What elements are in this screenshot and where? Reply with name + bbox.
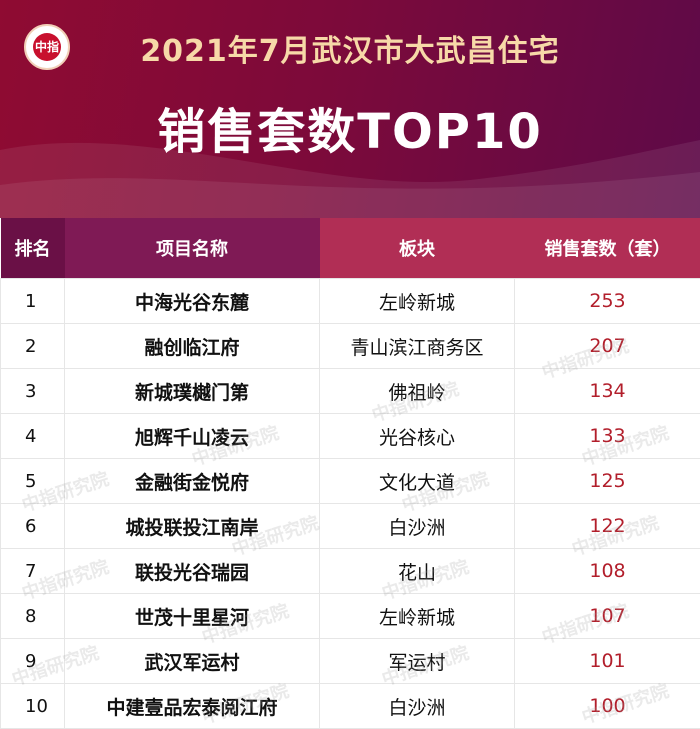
- area-cell: 青山滨江商务区: [320, 324, 515, 369]
- project-name-cell: 世茂十里星河: [65, 594, 320, 639]
- rank-cell: 9: [1, 639, 65, 684]
- rank-cell: 5: [1, 459, 65, 504]
- sales-cell: 101: [515, 639, 700, 684]
- sales-cell: 122: [515, 504, 700, 549]
- project-name-cell: 中建壹品宏泰阅江府: [65, 684, 320, 729]
- project-name-cell: 融创临江府: [65, 324, 320, 369]
- area-cell: 光谷核心: [320, 414, 515, 459]
- column-header-sales: 销售套数（套）: [515, 218, 700, 279]
- column-header-project: 项目名称: [65, 218, 320, 279]
- project-name-cell: 金融街金悦府: [65, 459, 320, 504]
- rank-cell: 8: [1, 594, 65, 639]
- area-cell: 花山: [320, 549, 515, 594]
- area-cell: 白沙洲: [320, 684, 515, 729]
- table-header-row: 排名 项目名称 板块 销售套数（套）: [1, 218, 700, 279]
- table-row: 8 世茂十里星河 左岭新城 107: [1, 594, 700, 639]
- column-header-area: 板块: [320, 218, 515, 279]
- project-name-cell: 中海光谷东麓: [65, 279, 320, 324]
- sales-cell: 100: [515, 684, 700, 729]
- project-name-cell: 武汉军运村: [65, 639, 320, 684]
- rank-cell: 4: [1, 414, 65, 459]
- table-row: 5 金融街金悦府 文化大道 125: [1, 459, 700, 504]
- table-row: 1 中海光谷东麓 左岭新城 253: [1, 279, 700, 324]
- sales-cell: 107: [515, 594, 700, 639]
- project-name-cell: 新城璞樾门第: [65, 369, 320, 414]
- project-name-cell: 联投光谷瑞园: [65, 549, 320, 594]
- sales-cell: 125: [515, 459, 700, 504]
- project-name-cell: 旭辉千山凌云: [65, 414, 320, 459]
- table-row: 10 中建壹品宏泰阅江府 白沙洲 100: [1, 684, 700, 729]
- sales-cell: 108: [515, 549, 700, 594]
- rank-cell: 1: [1, 279, 65, 324]
- area-cell: 白沙洲: [320, 504, 515, 549]
- sales-cell: 133: [515, 414, 700, 459]
- ranking-table: 排名 项目名称 板块 销售套数（套） 1 中海光谷东麓 左岭新城 253 2 融…: [0, 218, 700, 729]
- area-cell: 左岭新城: [320, 279, 515, 324]
- sales-cell: 253: [515, 279, 700, 324]
- table-row: 4 旭辉千山凌云 光谷核心 133: [1, 414, 700, 459]
- area-cell: 军运村: [320, 639, 515, 684]
- area-cell: 文化大道: [320, 459, 515, 504]
- rank-cell: 6: [1, 504, 65, 549]
- table-row: 6 城投联投江南岸 白沙洲 122: [1, 504, 700, 549]
- rank-cell: 3: [1, 369, 65, 414]
- rank-cell: 10: [1, 684, 65, 729]
- title-line-1: 2021年7月武汉市大武昌住宅: [0, 26, 700, 70]
- rank-cell: 7: [1, 549, 65, 594]
- project-name-cell: 城投联投江南岸: [65, 504, 320, 549]
- sales-cell: 207: [515, 324, 700, 369]
- header-banner: 中指 2021年7月武汉市大武昌住宅 销售套数TOP10: [0, 0, 700, 218]
- rank-cell: 2: [1, 324, 65, 369]
- table-row: 3 新城璞樾门第 佛祖岭 134: [1, 369, 700, 414]
- table-row: 9 武汉军运村 军运村 101: [1, 639, 700, 684]
- title-line-2: 销售套数TOP10: [0, 92, 700, 162]
- area-cell: 左岭新城: [320, 594, 515, 639]
- table-row: 7 联投光谷瑞园 花山 108: [1, 549, 700, 594]
- column-header-rank: 排名: [1, 218, 65, 279]
- table-row: 2 融创临江府 青山滨江商务区 207: [1, 324, 700, 369]
- area-cell: 佛祖岭: [320, 369, 515, 414]
- sales-cell: 134: [515, 369, 700, 414]
